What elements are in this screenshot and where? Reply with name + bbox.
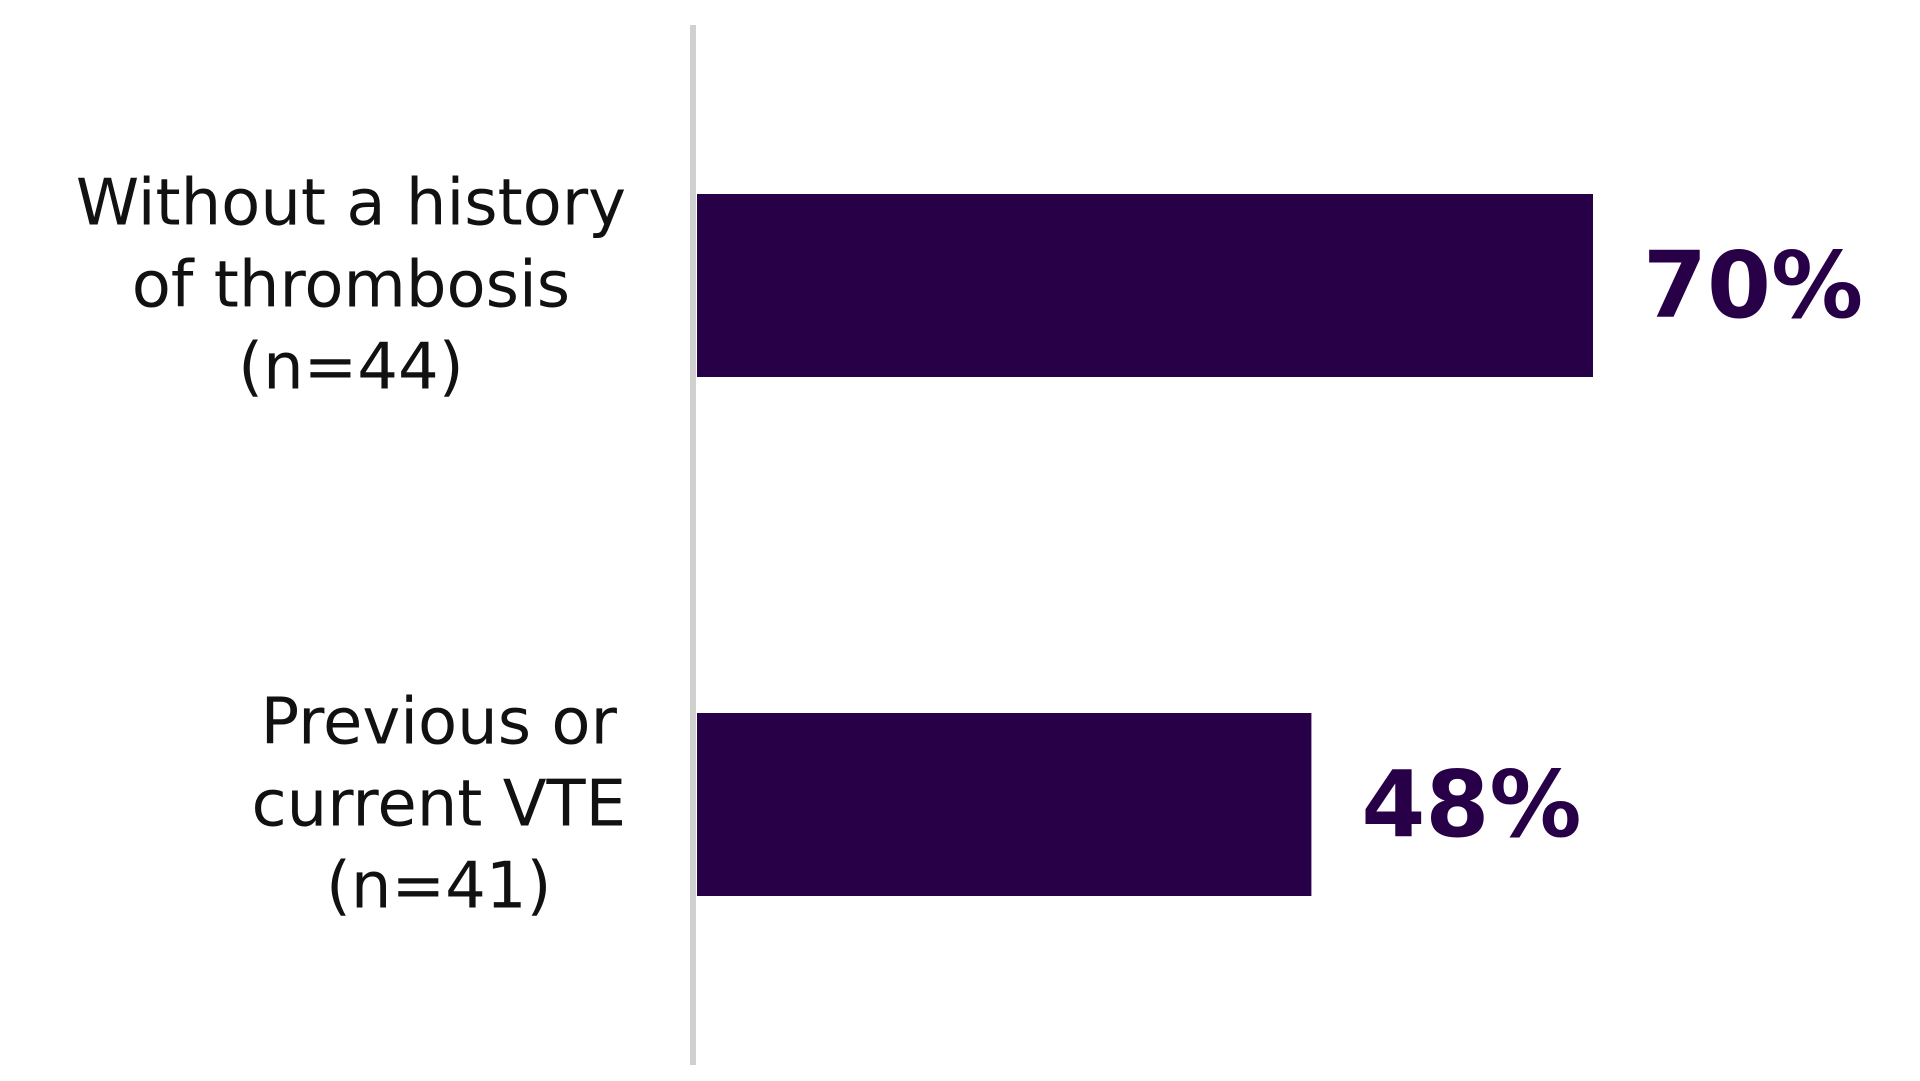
value-label-0: 70% [1643,232,1863,339]
category-label-1-line-2: (n=41) [326,850,552,924]
bar-0 [697,194,1593,377]
category-label-0-line-1: of thrombosis [132,249,570,323]
category-label-1-line-0: Previous or [261,686,618,760]
category-label-0: Without a history of thrombosis (n=44) [76,167,626,405]
category-label-0-line-0: Without a history [76,167,626,241]
category-label-1-line-1: current VTE [251,768,626,842]
bar-1 [697,713,1312,896]
chart-marks: 70% Without a history of thrombosis (n=44) 4… [76,167,1863,924]
value-label-1: 48% [1361,751,1581,858]
category-label-1: Previous or current VTE (n=41) [251,686,626,924]
category-label-0-line-2: (n=44) [238,331,464,405]
